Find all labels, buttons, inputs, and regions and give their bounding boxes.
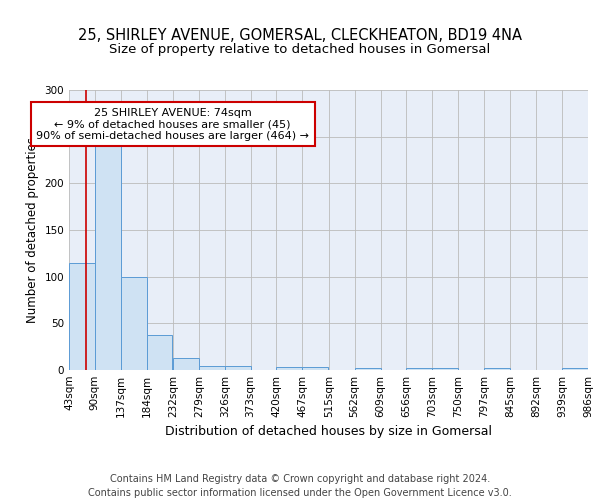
Bar [95, 146, 121, 370]
Bar [484, 368, 510, 370]
Bar [121, 276, 146, 370]
Bar [225, 366, 251, 370]
Text: 25 SHIRLEY AVENUE: 74sqm
← 9% of detached houses are smaller (45)
90% of semi-de: 25 SHIRLEY AVENUE: 74sqm ← 9% of detache… [36, 108, 309, 141]
Y-axis label: Number of detached properties: Number of detached properties [26, 137, 39, 323]
Text: 25, SHIRLEY AVENUE, GOMERSAL, CLECKHEATON, BD19 4NA: 25, SHIRLEY AVENUE, GOMERSAL, CLECKHEATO… [78, 28, 522, 42]
Bar [69, 262, 95, 370]
Bar [562, 368, 588, 370]
Bar [302, 367, 328, 370]
Bar [406, 368, 432, 370]
Bar [277, 367, 302, 370]
Bar [146, 336, 172, 370]
Bar [173, 358, 199, 370]
Bar [355, 368, 380, 370]
X-axis label: Distribution of detached houses by size in Gomersal: Distribution of detached houses by size … [165, 426, 492, 438]
Text: Contains HM Land Registry data © Crown copyright and database right 2024.
Contai: Contains HM Land Registry data © Crown c… [88, 474, 512, 498]
Bar [199, 366, 225, 370]
Text: Size of property relative to detached houses in Gomersal: Size of property relative to detached ho… [109, 42, 491, 56]
Bar [432, 368, 458, 370]
